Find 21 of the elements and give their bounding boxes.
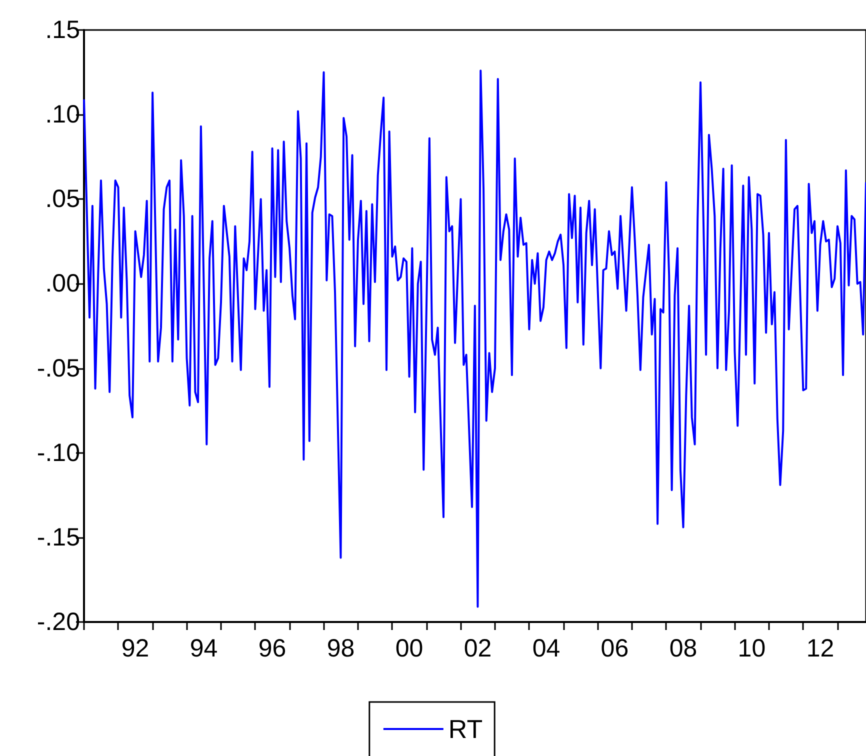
x-tick-label: 96 [258, 634, 286, 662]
y-tick-label: -.20 [36, 608, 80, 636]
x-tick-label: 10 [738, 634, 766, 662]
x-tick-label: 06 [600, 634, 629, 662]
x-tick-label: 12 [806, 634, 834, 662]
x-tick-label: 94 [190, 634, 218, 662]
x-tick-label: 00 [395, 634, 424, 662]
y-tick-label: .15 [45, 16, 80, 44]
legend-label: RT [448, 714, 483, 744]
y-tick-label: -.10 [36, 438, 80, 467]
x-tick-label: 02 [464, 634, 492, 662]
x-tick-label: 92 [121, 634, 150, 662]
y-tick-label: .00 [45, 270, 80, 298]
y-tick-label: .10 [45, 100, 80, 129]
y-tick-label: -.15 [36, 523, 80, 552]
line-series [83, 70, 866, 608]
y-tick-label: -.05 [36, 354, 80, 382]
x-tick-label: 04 [532, 634, 560, 662]
x-tick-label: 08 [669, 634, 698, 662]
y-tick-label: .05 [45, 185, 80, 214]
x-tick-label: 98 [326, 634, 355, 662]
